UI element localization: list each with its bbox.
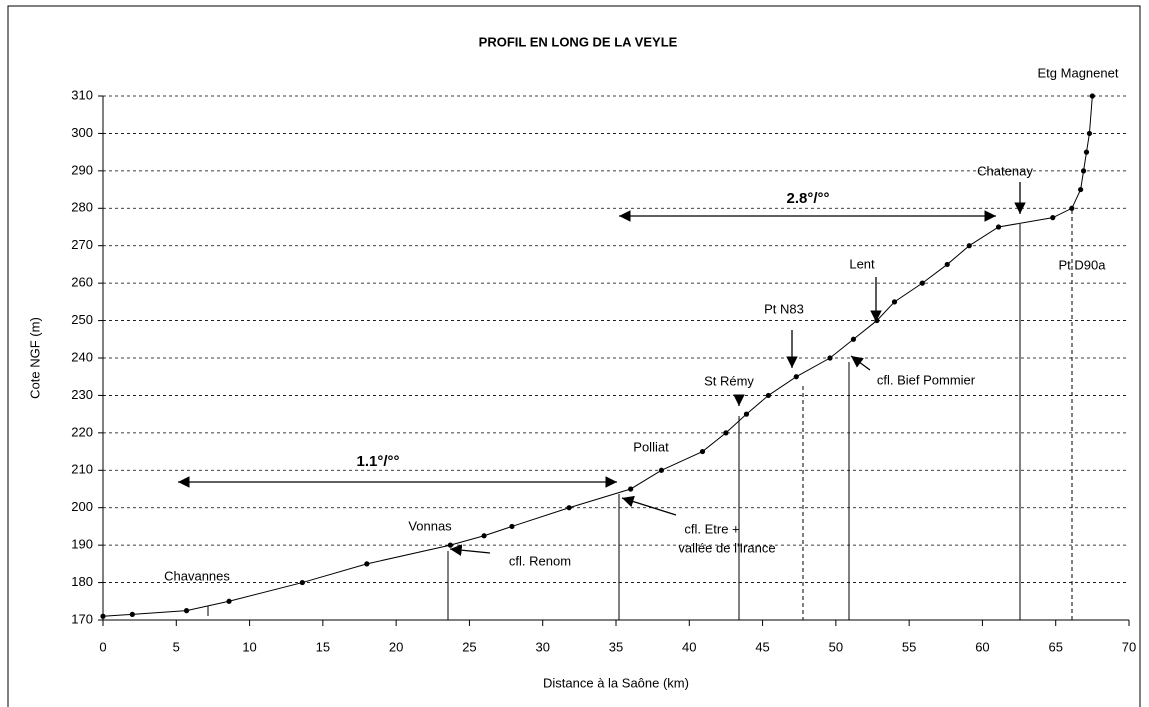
data-point <box>1083 149 1090 155</box>
annotation: Pt D90a <box>1059 257 1107 272</box>
annotation: Chavannes <box>164 568 230 583</box>
annotation: cfl. Etre + <box>684 521 739 536</box>
x-tick-label: 50 <box>829 639 843 654</box>
chart-title: PROFIL EN LONG DE LA VEYLE <box>479 34 678 49</box>
data-point <box>723 430 729 436</box>
data-point <box>765 392 772 399</box>
y-axis-label: Cote NGF (m) <box>27 317 42 399</box>
data-point <box>1069 205 1075 211</box>
annotation: cfl. Renom <box>509 553 571 568</box>
y-tick-label: 210 <box>71 462 93 477</box>
data-point <box>226 598 232 604</box>
annotation: vallée de l'Irance <box>678 540 775 555</box>
x-tick-label: 40 <box>682 639 696 654</box>
x-tick-label: 65 <box>1048 639 1062 654</box>
annotation-arrow <box>621 495 677 516</box>
annotation-arrow <box>449 544 491 556</box>
data-point <box>743 411 750 417</box>
y-tick-label: 170 <box>71 611 93 626</box>
y-tick-label: 300 <box>71 125 93 140</box>
data-point <box>966 243 972 249</box>
annotation: Chatenay <box>977 163 1033 178</box>
x-tick-label: 15 <box>316 639 330 654</box>
y-tick-label: 250 <box>71 312 93 327</box>
data-point <box>658 467 665 473</box>
data-point <box>129 611 135 617</box>
x-tick-label: 10 <box>242 639 256 654</box>
y-tick-label: 260 <box>71 275 93 290</box>
y-tick-label: 180 <box>71 574 93 589</box>
y-tick-label: 280 <box>71 200 93 215</box>
x-tick-label: 20 <box>389 639 403 654</box>
data-point <box>891 299 898 305</box>
data-point <box>183 608 190 614</box>
data-point <box>100 613 106 619</box>
annotation: cfl. Bief Pommier <box>877 372 976 387</box>
y-tick-label: 240 <box>71 349 93 364</box>
y-tick-label: 270 <box>71 237 93 252</box>
annotation: Lent <box>849 256 875 271</box>
data-point <box>481 533 487 539</box>
y-tick-label: 230 <box>71 387 93 402</box>
data-point <box>299 579 305 586</box>
data-point <box>1089 93 1095 99</box>
y-tick-label: 200 <box>71 499 93 514</box>
x-tick-label: 25 <box>462 639 476 654</box>
x-tick-label: 45 <box>755 639 769 654</box>
data-point <box>1078 186 1084 193</box>
x-tick-label: 60 <box>975 639 989 654</box>
annotation-arrow <box>850 355 871 371</box>
annotation: St Rémy <box>704 373 754 388</box>
data-point <box>364 561 370 567</box>
data-point <box>793 374 799 380</box>
x-tick-label: 55 <box>902 639 916 654</box>
data-point <box>447 542 453 548</box>
data-point <box>699 448 706 455</box>
data-point <box>566 505 572 511</box>
annotation: Vonnas <box>408 518 452 533</box>
data-point <box>944 261 950 268</box>
data-point <box>850 336 857 342</box>
data-point <box>1050 215 1056 221</box>
data-point <box>1086 130 1093 137</box>
data-point <box>827 355 833 361</box>
data-point <box>995 224 1002 230</box>
data-point <box>628 486 634 492</box>
y-tick-label: 220 <box>71 424 93 439</box>
annotation: Pt N83 <box>764 301 804 316</box>
data-point <box>874 317 880 324</box>
data-point <box>509 523 515 530</box>
x-tick-label: 70 <box>1122 639 1136 654</box>
profile-line <box>102 95 1093 617</box>
data-point <box>919 280 925 286</box>
annotation: 2.8°/°° <box>786 190 829 207</box>
annotation: Etg Magnenet <box>1038 65 1119 80</box>
x-tick-label: 30 <box>535 639 549 654</box>
x-tick-label: 35 <box>609 639 623 654</box>
x-tick-label: 0 <box>99 639 106 654</box>
x-axis-label: Distance à la Saône (km) <box>543 675 689 690</box>
annotation: Polliat <box>633 439 669 454</box>
y-tick-label: 310 <box>71 87 93 102</box>
x-tick-label: 5 <box>173 639 180 654</box>
frame <box>7 5 1141 707</box>
y-tick-label: 290 <box>71 162 93 177</box>
annotation: 1.1°/°° <box>356 453 399 470</box>
y-tick-label: 190 <box>71 537 93 552</box>
data-point <box>1080 168 1087 174</box>
